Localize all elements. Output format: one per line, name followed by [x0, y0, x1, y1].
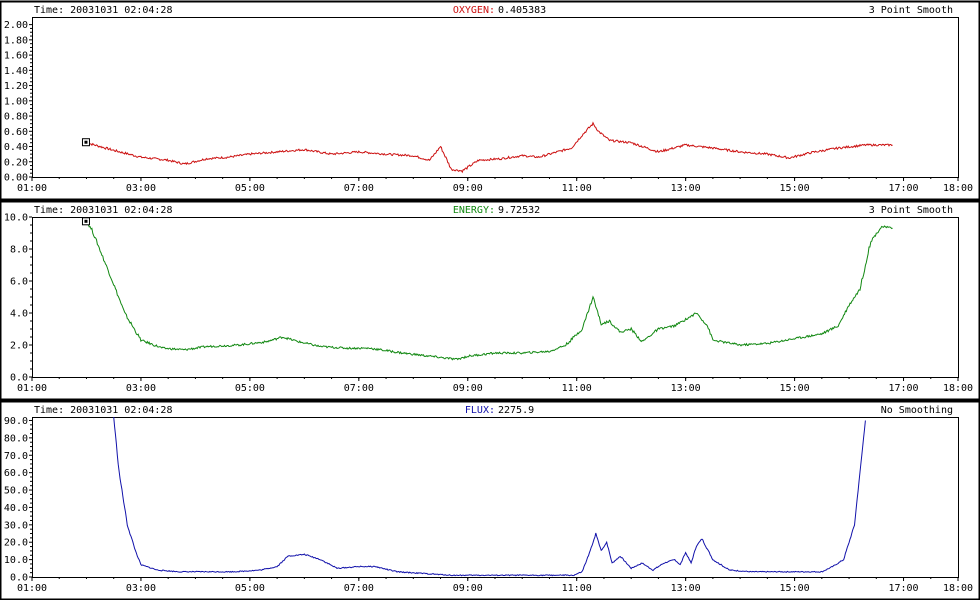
- x-tick-label: 11:00: [562, 183, 592, 194]
- series-name-label: FLUX:: [465, 405, 495, 416]
- x-tick-label: 03:00: [126, 583, 156, 594]
- series-value: 2275.9: [498, 405, 534, 416]
- chart-panel-energy: Time: 20031031 02:04:28 ENERGY: 9.72532 3 P…: [0, 200, 980, 401]
- y-tick-label: 80.0: [4, 433, 28, 444]
- x-tick-label: 17:00: [888, 383, 918, 394]
- x-tick-label: 05:00: [235, 183, 265, 194]
- y-tick-label: 1.60: [4, 51, 28, 62]
- x-tick-label: 17:00: [888, 183, 918, 194]
- series-line-flux: [113, 417, 866, 577]
- x-tick-label: 07:00: [344, 183, 374, 194]
- x-tick-label: 09:00: [453, 383, 483, 394]
- y-tick-label: 90.0: [4, 416, 28, 427]
- y-tick-label: 0.0: [10, 573, 28, 584]
- x-tick-label: 09:00: [453, 183, 483, 194]
- y-tick-label: 0.20: [4, 157, 28, 168]
- smoothing-mode: 3 Point Smooth: [869, 5, 953, 16]
- plot-area: [32, 417, 959, 578]
- x-tick-label: 01:00: [17, 183, 47, 194]
- cursor-marker-dot: [84, 219, 88, 223]
- series-line-energy: [86, 222, 893, 361]
- time-label: Time: 20031031 02:04:28: [34, 205, 172, 216]
- series-name-label: ENERGY:: [453, 205, 495, 216]
- chart-panel-flux: Time: 20031031 02:04:28 FLUX: 2275.9 No Smo…: [0, 400, 980, 601]
- x-tick-label: 15:00: [780, 583, 810, 594]
- x-tick-label: 05:00: [235, 383, 265, 394]
- y-tick-label: 0.40: [4, 142, 28, 153]
- y-tick-label: 1.80: [4, 35, 28, 46]
- x-tick-label: 03:00: [126, 383, 156, 394]
- series-name-label: OXYGEN:: [453, 5, 495, 16]
- x-tick-label: 11:00: [562, 383, 592, 394]
- y-tick-label: 6.0: [10, 277, 28, 288]
- x-tick-label: 01:00: [17, 383, 47, 394]
- y-tick-label: 1.40: [4, 66, 28, 77]
- x-tick-label: 09:00: [453, 583, 483, 594]
- y-tick-label: 70.0: [4, 451, 28, 462]
- x-tick-label: 05:00: [235, 583, 265, 594]
- cursor-marker-icon: [81, 217, 90, 226]
- x-tick-label: 13:00: [671, 183, 701, 194]
- y-tick-label: 8.0: [10, 245, 28, 256]
- y-tick-label: 1.20: [4, 81, 28, 92]
- y-axis: 0.0 2.0 4.0 6.0 8.0 10.0: [4, 213, 32, 384]
- x-tick-label: 18:00: [943, 583, 973, 594]
- y-tick-label: 0.00: [4, 173, 28, 184]
- smoothing-mode: 3 Point Smooth: [869, 205, 953, 216]
- y-tick-label: 0.0: [10, 373, 28, 384]
- x-tick-label: 07:00: [344, 583, 374, 594]
- y-tick-label: 2.0: [10, 341, 28, 352]
- y-tick-label: 60.0: [4, 468, 28, 479]
- panel-frame: [0, 0, 980, 201]
- y-tick-label: 50.0: [4, 486, 28, 497]
- x-tick-label: 17:00: [888, 583, 918, 594]
- cursor-marker-icon: [81, 138, 90, 147]
- series-line-oxygen: [86, 121, 893, 174]
- y-tick-label: 30.0: [4, 520, 28, 531]
- x-tick-label: 11:00: [562, 583, 592, 594]
- x-tick-label: 15:00: [780, 383, 810, 394]
- plot-area: [32, 17, 959, 178]
- y-tick-label: 40.0: [4, 503, 28, 514]
- x-tick-label: 01:00: [17, 583, 47, 594]
- x-tick-label: 13:00: [671, 583, 701, 594]
- y-axis: 0.00 0.20 0.40 0.60 0.80 1.00 1.20 1.40 1.60 1.80…: [4, 20, 32, 184]
- cursor-marker-dot: [84, 140, 88, 144]
- y-tick-label: 0.80: [4, 112, 28, 123]
- series-value: 0.405383: [498, 5, 546, 16]
- x-axis: 01:00 03:00 05:00 07:00 09:00 11:00 13:00 15:00…: [17, 377, 973, 394]
- x-axis: 01:00 03:00 05:00 07:00 09:00 11:00 13:00 15:00…: [17, 577, 973, 594]
- time-label: Time: 20031031 02:04:28: [34, 5, 172, 16]
- x-tick-label: 03:00: [126, 183, 156, 194]
- time-label: Time: 20031031 02:04:28: [34, 405, 172, 416]
- y-axis: 0.0 10.0 20.0 30.0 40.0 50.0 60.0 70.0 80.0 90.0: [4, 416, 32, 584]
- x-tick-label: 15:00: [780, 183, 810, 194]
- panel-frame: [0, 400, 980, 601]
- series-value: 9.72532: [498, 205, 540, 216]
- plot-area: [32, 217, 959, 378]
- y-tick-label: 2.00: [4, 20, 28, 31]
- x-tick-label: 18:00: [943, 183, 973, 194]
- y-tick-label: 10.0: [4, 213, 28, 224]
- y-tick-label: 0.60: [4, 127, 28, 138]
- panel-frame: [0, 200, 980, 401]
- x-axis: 01:00 03:00 05:00 07:00 09:00 11:00 13:00 15:00…: [17, 177, 973, 194]
- y-tick-label: 4.0: [10, 309, 28, 320]
- y-tick-label: 20.0: [4, 538, 28, 549]
- smoothing-mode: No Smoothing: [881, 405, 953, 416]
- y-tick-label: 10.0: [4, 555, 28, 566]
- x-tick-label: 07:00: [344, 383, 374, 394]
- x-tick-label: 13:00: [671, 383, 701, 394]
- chart-panel-oxygen: Time: 20031031 02:04:28 OXYGEN: 0.405383 3 …: [0, 0, 980, 201]
- x-tick-label: 18:00: [943, 383, 973, 394]
- y-tick-label: 1.00: [4, 96, 28, 107]
